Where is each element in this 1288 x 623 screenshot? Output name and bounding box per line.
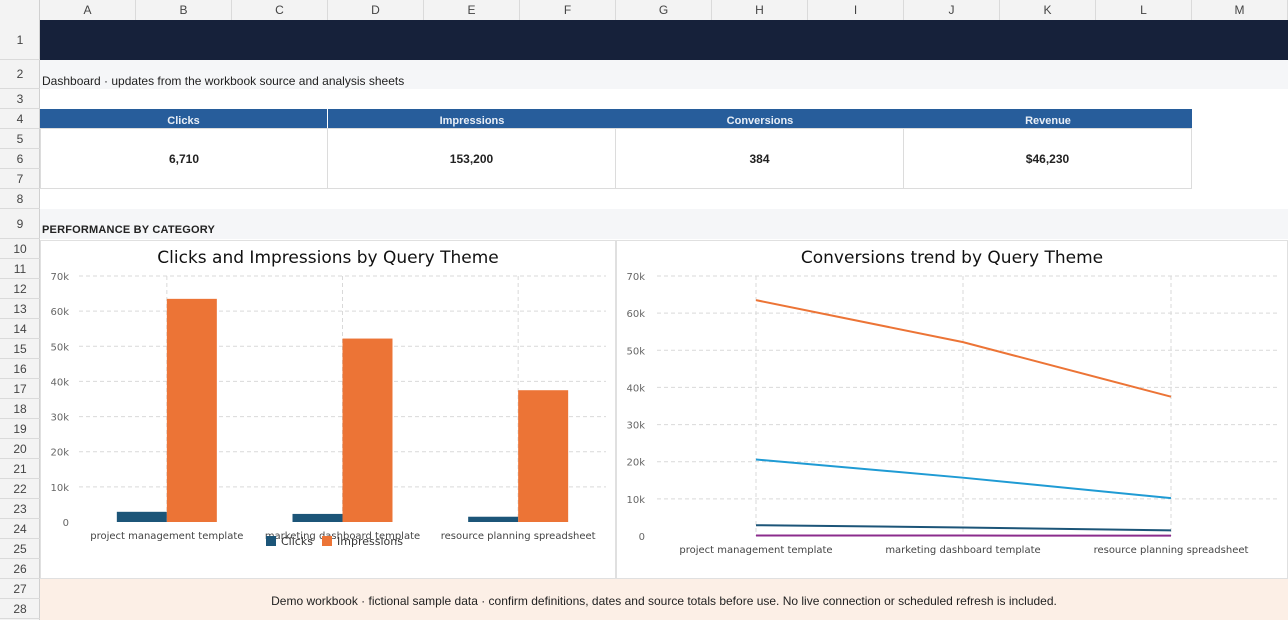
bar-y-tick: 30k: [50, 413, 69, 424]
row-header-12[interactable]: 12: [0, 279, 40, 299]
legend-label-clicks: Clicks: [281, 535, 313, 548]
row-header-9[interactable]: 9: [0, 209, 40, 239]
legend-swatch-clicks: [266, 536, 276, 546]
kpi-value-revenue[interactable]: $46,230: [903, 128, 1192, 189]
line-y-tick: 20k: [626, 458, 645, 469]
section-band: [40, 209, 1288, 239]
column-header-i[interactable]: I: [808, 0, 904, 20]
row-header-10[interactable]: 10: [0, 239, 40, 259]
row-header-2[interactable]: 2: [0, 60, 40, 89]
row-header-5[interactable]: 5: [0, 129, 40, 149]
bar-y-tick: 40k: [50, 377, 69, 388]
line-x-tick: marketing dashboard template: [885, 545, 1040, 556]
bar-y-tick: 10k: [50, 483, 69, 494]
row-header-28[interactable]: 28: [0, 599, 40, 619]
column-header-j[interactable]: J: [904, 0, 1000, 20]
row-header-6[interactable]: 6: [0, 149, 40, 169]
column-header-k[interactable]: K: [1000, 0, 1096, 20]
dashboard-subtitle: Dashboard · updates from the workbook so…: [42, 74, 404, 88]
bar-impressions-3: [518, 390, 568, 522]
column-header-c[interactable]: C: [232, 0, 328, 20]
bar-y-tick: 70k: [50, 272, 69, 283]
bar-impressions-1: [167, 299, 217, 522]
line-x-tick: project management template: [679, 545, 832, 556]
row-header-1[interactable]: 1: [0, 20, 40, 60]
line-y-tick: 60k: [626, 309, 645, 320]
row-header-3[interactable]: 3: [0, 89, 40, 109]
bar-impressions-2: [343, 339, 393, 522]
section-title: PERFORMANCE BY CATEGORY: [42, 224, 215, 236]
bar-y-tick: 0: [63, 518, 69, 529]
column-header-a[interactable]: A: [40, 0, 136, 20]
row-header-18[interactable]: 18: [0, 399, 40, 419]
column-header-d[interactable]: D: [328, 0, 424, 20]
kpi-value-clicks[interactable]: 6,710: [40, 128, 328, 189]
kpi-header-clicks: Clicks: [40, 109, 327, 128]
row-header-26[interactable]: 26: [0, 559, 40, 579]
line-chart: 0 10k 20k 30k 40k 50k 60k 70k project management…: [617, 241, 1288, 580]
row-header-11[interactable]: 11: [0, 259, 40, 279]
bar-clicks-1: [117, 512, 167, 522]
column-header-f[interactable]: F: [520, 0, 616, 20]
bar-x-tick: project management template: [90, 531, 243, 542]
sheet-grid: Dashboard · updates from the workbook so…: [40, 20, 1288, 620]
kpi-value-conversions[interactable]: 384: [615, 128, 904, 189]
row-header-24[interactable]: 24: [0, 519, 40, 539]
row-header-8[interactable]: 8: [0, 189, 40, 209]
bar-chart: 0 10k 20k 30k 40k 50k 60k 70k project management…: [41, 241, 617, 580]
column-header-b[interactable]: B: [136, 0, 232, 20]
legend-swatch-impressions: [322, 536, 332, 546]
column-header-l[interactable]: L: [1096, 0, 1192, 20]
kpi-header-revenue: Revenue: [904, 109, 1192, 128]
column-header-m[interactable]: M: [1192, 0, 1288, 20]
column-header-g[interactable]: G: [616, 0, 712, 20]
bar-clicks-3: [468, 517, 518, 522]
row-header-19[interactable]: 19: [0, 419, 40, 439]
row-header-27[interactable]: 27: [0, 579, 40, 599]
bar-y-tick: 60k: [50, 307, 69, 318]
kpi-value-impressions[interactable]: 153,200: [327, 128, 616, 189]
row-header-7[interactable]: 7: [0, 169, 40, 189]
line-x-tick: resource planning spreadsheet: [1094, 545, 1249, 556]
bar-clicks-2: [293, 514, 343, 522]
row-header-23[interactable]: 23: [0, 499, 40, 519]
row-header-16[interactable]: 16: [0, 359, 40, 379]
row-header-13[interactable]: 13: [0, 299, 40, 319]
bar-x-tick: resource planning spreadsheet: [441, 531, 596, 542]
line-y-tick: 0: [639, 532, 645, 543]
kpi-header-conversions: Conversions: [616, 109, 904, 128]
row-header-25[interactable]: 25: [0, 539, 40, 559]
bar-y-tick: 50k: [50, 342, 69, 353]
row-header-14[interactable]: 14: [0, 319, 40, 339]
row-header-21[interactable]: 21: [0, 459, 40, 479]
footer-note: Demo workbook · fictional sample data · …: [40, 579, 1288, 620]
row-header-22[interactable]: 22: [0, 479, 40, 499]
line-y-tick: 40k: [626, 383, 645, 394]
kpi-header-impressions: Impressions: [328, 109, 616, 128]
legend-label-impressions: Impressions: [337, 535, 403, 548]
row-header-15[interactable]: 15: [0, 339, 40, 359]
row-header-4[interactable]: 4: [0, 109, 40, 129]
column-header-e[interactable]: E: [424, 0, 520, 20]
row-header-17[interactable]: 17: [0, 379, 40, 399]
header-banner: [40, 20, 1288, 60]
line-y-tick: 10k: [626, 495, 645, 506]
column-header-h[interactable]: H: [712, 0, 808, 20]
row-header-20[interactable]: 20: [0, 439, 40, 459]
line-y-tick: 50k: [626, 346, 645, 357]
select-all-corner[interactable]: [0, 0, 40, 20]
bar-y-tick: 20k: [50, 448, 69, 459]
line-y-tick: 70k: [626, 272, 645, 283]
line-y-tick: 30k: [626, 421, 645, 432]
